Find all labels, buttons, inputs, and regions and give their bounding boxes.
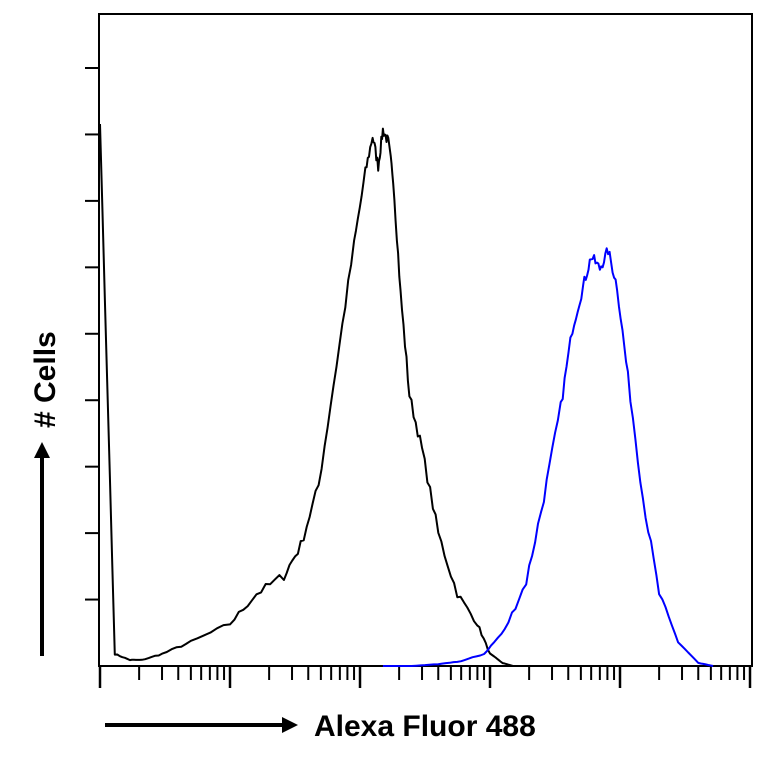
x-axis-label: Alexa Fluor 488 bbox=[314, 710, 536, 743]
plot-frame bbox=[98, 13, 753, 667]
sample-histogram-line bbox=[382, 247, 714, 667]
y-axis-label: # Cells bbox=[29, 331, 62, 428]
series-layer bbox=[99, 123, 714, 667]
y-axis-arrowhead bbox=[34, 442, 50, 458]
control-histogram-line bbox=[99, 123, 514, 667]
y-axis-ticks bbox=[85, 67, 99, 601]
x-axis-arrowhead bbox=[282, 717, 298, 733]
x-axis-ticks bbox=[98, 666, 752, 688]
